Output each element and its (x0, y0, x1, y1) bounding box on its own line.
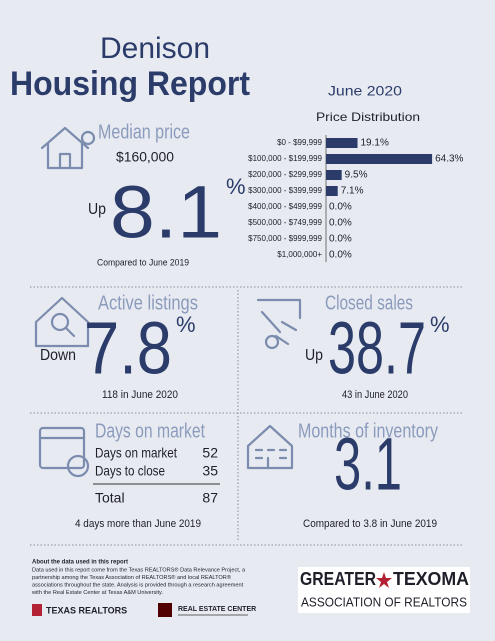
bar (326, 170, 342, 180)
note: Compared to 3.8 in June 2019 (303, 518, 437, 530)
building-icon (246, 424, 294, 470)
value-label: 0.0% (329, 250, 352, 261)
direction: Down (40, 347, 76, 364)
section-title: Closed sales (325, 292, 413, 314)
calendar-icon (38, 426, 90, 478)
row-value: 35 (202, 463, 218, 479)
section-title: Days on market (95, 420, 205, 442)
about-line: Data used in this report come from the T… (32, 566, 246, 573)
about-line: partnership among the Texas Association … (32, 574, 232, 581)
star (376, 572, 392, 588)
about-line: with the Real Estate Center at Texas A&M… (31, 590, 163, 596)
logo-text: TEXOMA (393, 569, 469, 589)
category-label: $1,000,000+ (277, 250, 322, 259)
logo-text: TEXAS REALTORS (46, 605, 127, 615)
section-title: Months of inventory (298, 420, 438, 442)
bar (326, 186, 338, 196)
about-line: associations throughout the state. Analy… (32, 582, 244, 588)
value-label: 0.0% (329, 202, 352, 213)
change-value: 38.7 (328, 307, 426, 390)
report-date: June 2020 (328, 83, 402, 99)
category-label: $300,000 - $399,999 (248, 186, 322, 195)
category-label: $0 - $99,999 (277, 138, 322, 147)
logo-text: GREATER (300, 569, 376, 589)
category-label: $400,000 - $499,999 (248, 202, 322, 211)
category-label: $200,000 - $299,999 (248, 170, 322, 179)
search-icon (34, 296, 90, 348)
tamu-mark (158, 603, 172, 617)
direction: Up (305, 347, 323, 364)
unit: % (430, 312, 450, 337)
row-value: 52 (202, 445, 218, 461)
section-title: Active listings (98, 292, 198, 314)
logo-text: ASSOCIATION OF REALTORS (301, 594, 467, 609)
change-value: 7.8 (84, 307, 172, 390)
about-title: About the data used in this report (32, 560, 128, 566)
median-value: $160,000 (116, 149, 174, 165)
value-label: 0.0% (329, 218, 352, 229)
value-label: 7.1% (341, 186, 364, 197)
title-line1: Denison (100, 32, 210, 65)
title-line2: Housing Report (10, 65, 250, 103)
chart-title: Price Distribution (316, 110, 420, 124)
change-value: 8.1 (110, 171, 222, 254)
key-icon (256, 298, 302, 350)
value-label: 64.3% (435, 154, 463, 165)
row-label: Total (95, 490, 125, 506)
row-label: Days on market (95, 445, 177, 461)
about-text: Data used in this report come from the T… (31, 566, 246, 596)
texas-realtors-mark (32, 604, 42, 616)
unit: % (226, 174, 246, 199)
bar (326, 138, 358, 148)
category-label: $500,000 - $749,999 (248, 218, 322, 227)
inventory-value: 3.1 (334, 423, 402, 506)
logo-text: REAL ESTATE CENTER (178, 606, 256, 613)
value-label: 9.5% (345, 170, 368, 181)
house-icon (40, 126, 96, 170)
row-label: Days to close (95, 463, 165, 479)
direction: Up (88, 201, 106, 218)
row-value: 87 (202, 490, 218, 506)
value-label: 0.0% (329, 234, 352, 245)
category-label: $750,000 - $999,999 (248, 234, 322, 243)
category-label: $100,000 - $199,999 (248, 154, 322, 163)
note: 4 days more than June 2019 (75, 518, 201, 530)
note: 118 in June 2020 (102, 389, 178, 401)
bar (326, 154, 433, 164)
note: 43 in June 2020 (342, 389, 408, 401)
value-label: 19.1% (361, 138, 389, 149)
note: Compared to June 2019 (97, 257, 189, 267)
unit: % (176, 312, 196, 337)
section-title: Median price (98, 121, 190, 143)
